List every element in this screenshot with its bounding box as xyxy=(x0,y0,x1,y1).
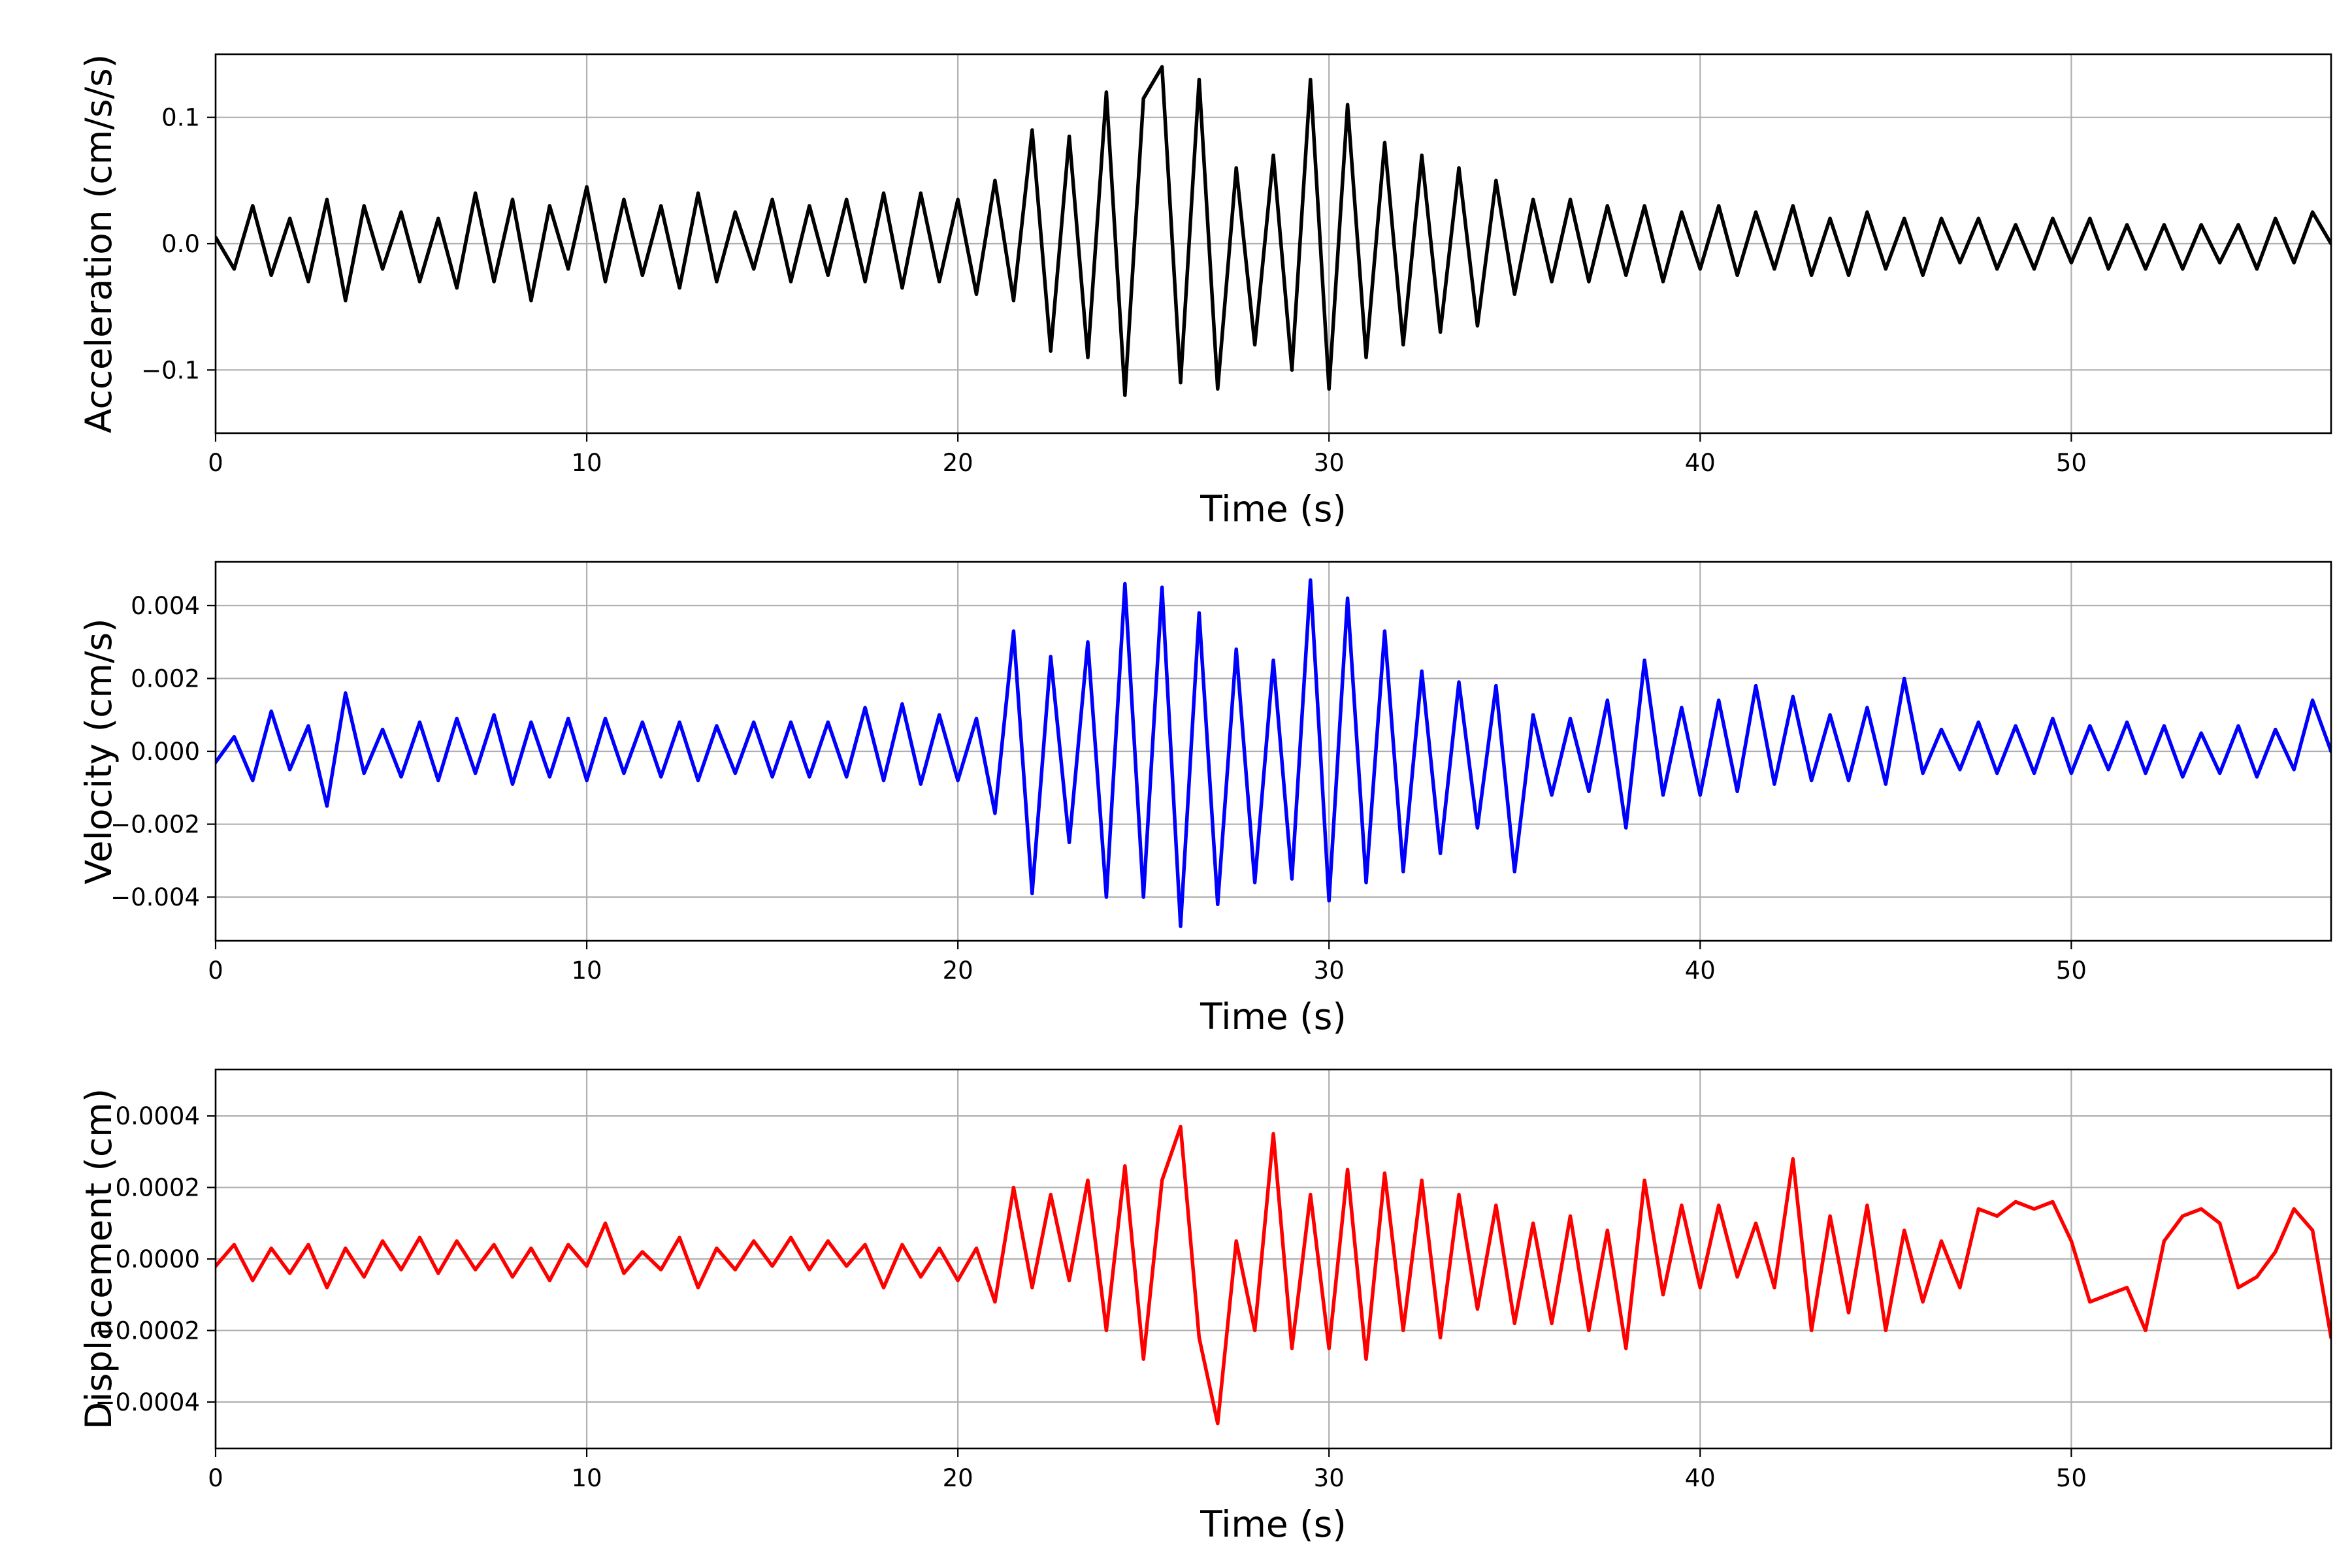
velocity-y-tick-label: 0.004 xyxy=(131,592,200,620)
velocity-y-tick-label: −0.002 xyxy=(110,811,200,839)
velocity-x-tick-label: 50 xyxy=(2056,956,2087,985)
velocity-x-tick-label: 20 xyxy=(943,956,973,985)
displacement-y-tick-label: −0.0002 xyxy=(95,1316,200,1345)
displacement-x-tick-label: 0 xyxy=(208,1464,223,1492)
displacement-y-tick-label: 0.0000 xyxy=(116,1245,200,1273)
acceleration-y-tick-label: 0.1 xyxy=(161,104,200,132)
displacement-x-axis-label: Time (s) xyxy=(1200,1503,1347,1545)
velocity-y-tick-label: 0.000 xyxy=(131,738,200,766)
acceleration-y-axis-label: Acceleration (cm/s/s) xyxy=(78,54,120,433)
acceleration-y-tick-label: 0.0 xyxy=(161,230,200,258)
velocity-y-axis-label: Velocity (cm/s) xyxy=(78,618,120,884)
velocity-x-tick-label: 10 xyxy=(572,956,602,985)
velocity-y-tick-label: −0.004 xyxy=(110,883,200,911)
velocity-y-tick-label: 0.002 xyxy=(131,664,200,693)
displacement-y-tick-label: 0.0004 xyxy=(116,1102,200,1130)
displacement-y-tick-label: −0.0004 xyxy=(95,1388,200,1416)
displacement-x-tick-label: 40 xyxy=(1685,1464,1716,1492)
acceleration-chart: 0 10 20 30 40 50 −0.1 0.0 0.1 Time (s) Acceleratio… xyxy=(78,53,2332,530)
displacement-x-tick-label: 10 xyxy=(572,1464,602,1492)
displacement-x-tick-label: 30 xyxy=(1314,1464,1345,1492)
acceleration-x-tick-label: 30 xyxy=(1314,449,1345,477)
velocity-x-tick-label: 0 xyxy=(208,956,223,985)
acceleration-y-tick-label: −0.1 xyxy=(141,356,200,384)
velocity-x-axis-label: Time (s) xyxy=(1200,996,1347,1037)
acceleration-x-tick-label: 20 xyxy=(943,449,973,477)
displacement-x-tick-label: 50 xyxy=(2056,1464,2087,1492)
displacement-y-tick-label: 0.0002 xyxy=(116,1174,200,1202)
velocity-chart: 0 10 20 30 40 50 −0.004 −0.002 0.000 0.002 0.004 Ti… xyxy=(78,561,2332,1037)
acceleration-x-tick-label: 40 xyxy=(1685,449,1716,477)
displacement-x-tick-label: 20 xyxy=(943,1464,973,1492)
displacement-chart: 0 10 20 30 40 50 −0.0004 −0.0002 0.0000 0.0002 0.0… xyxy=(78,1068,2332,1545)
acceleration-x-axis-label: Time (s) xyxy=(1200,488,1347,530)
acceleration-x-tick-label: 0 xyxy=(208,449,223,477)
velocity-series-line xyxy=(216,578,2331,928)
acceleration-x-tick-label: 50 xyxy=(2056,449,2087,477)
acceleration-x-tick-label: 10 xyxy=(572,449,602,477)
displacement-series-line xyxy=(216,1124,2331,1426)
velocity-x-tick-label: 40 xyxy=(1685,956,1716,985)
velocity-x-tick-label: 30 xyxy=(1314,956,1345,985)
acceleration-series-line xyxy=(216,65,2331,397)
displacement-y-axis-label: Displacement (cm) xyxy=(78,1088,120,1429)
